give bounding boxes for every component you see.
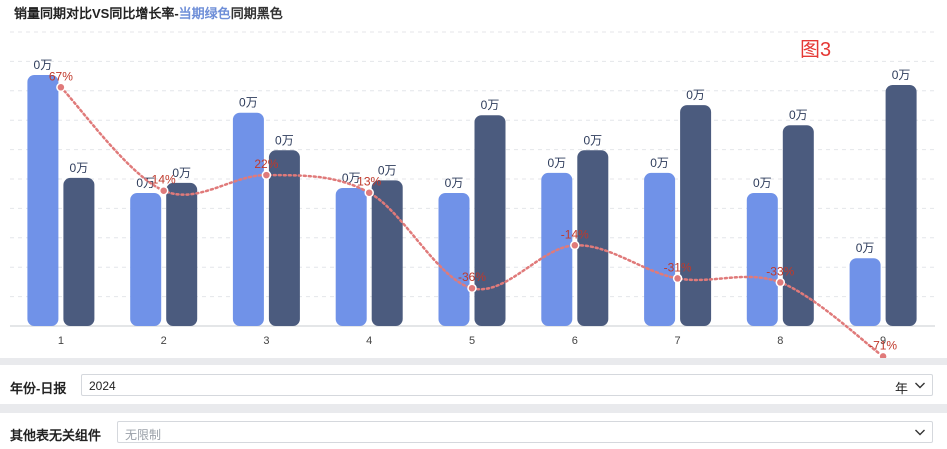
bar-prior xyxy=(268,150,300,326)
x-tick-label: 7 xyxy=(675,335,681,347)
bar-value-label: 0万 xyxy=(445,176,464,190)
bar-value-label: 0万 xyxy=(342,171,361,185)
bar-value-label: 0万 xyxy=(583,133,602,147)
growth-rate-point xyxy=(775,277,786,288)
growth-rate-label: 22% xyxy=(254,157,278,171)
sales-comparison-chart: 0万 0万 1 0万 0万 2 0万 0万 3 0万 0万 4 0万 0万 5 0万 0万 6 0万 0万 7 0万 0万 8… xyxy=(10,31,935,358)
bar-value-label: 0万 xyxy=(239,96,258,110)
bar-value-label: 0万 xyxy=(172,166,191,180)
filter-row-other: 其他表无关组件 无限制 xyxy=(0,413,947,449)
x-tick-label: 1 xyxy=(58,335,64,347)
growth-rate-point xyxy=(570,240,580,251)
x-tick-label: 5 xyxy=(469,335,475,347)
chevron-down-icon[interactable] xyxy=(914,426,926,438)
growth-rate-point xyxy=(672,273,683,284)
growth-rate-point xyxy=(364,187,374,198)
year-select[interactable]: 2024 年 xyxy=(81,374,933,396)
growth-rate-label: 13% xyxy=(357,175,381,189)
x-tick-label: 9 xyxy=(880,335,886,347)
growth-rate-label: -14% xyxy=(561,227,589,241)
bar-value-label: 0万 xyxy=(70,161,89,175)
bar-prior xyxy=(166,182,198,326)
divider xyxy=(0,404,947,413)
other-select-placeholder: 无限制 xyxy=(125,428,162,442)
bar-value-label: 0万 xyxy=(650,156,669,170)
growth-rate-point xyxy=(158,185,169,196)
filter-row-year: 年份-日报 2024 年 xyxy=(0,366,947,404)
x-tick-label: 4 xyxy=(366,335,372,347)
divider xyxy=(0,358,947,365)
growth-rate-label: -36% xyxy=(458,270,486,284)
bar-prior xyxy=(63,177,95,326)
bar-prior xyxy=(577,150,609,326)
growth-rate-label: -33% xyxy=(766,264,794,278)
bar-value-label: 0万 xyxy=(686,88,705,102)
x-tick-label: 8 xyxy=(777,335,783,347)
other-component-select[interactable]: 无限制 xyxy=(117,421,933,443)
chevron-down-icon[interactable] xyxy=(914,379,926,391)
chart-title-current-note: 当期绿色 xyxy=(178,6,231,21)
bar-prior xyxy=(885,85,917,326)
bar-value-label: 0万 xyxy=(753,176,772,190)
bar-current xyxy=(438,193,470,326)
growth-rate-point xyxy=(261,170,272,180)
bar-value-label: 0万 xyxy=(789,108,808,122)
bar-value-label: 0万 xyxy=(481,98,500,112)
growth-rate-point xyxy=(56,82,66,93)
bar-current xyxy=(27,75,59,326)
bar-value-label: 0万 xyxy=(378,163,397,177)
growth-rate-label: 14% xyxy=(152,173,176,187)
bar-current xyxy=(746,193,778,326)
chart-title-prior-note: 同期黑色 xyxy=(230,6,283,21)
bar-value-label: 0万 xyxy=(892,68,911,82)
bar-prior xyxy=(474,115,506,326)
bar-prior xyxy=(371,180,403,326)
bar-prior xyxy=(782,125,814,326)
bar-current xyxy=(644,172,676,326)
year-select-unit: 年 xyxy=(894,381,908,396)
bar-value-label: 0万 xyxy=(275,133,294,147)
figure-label: 图3 xyxy=(800,39,832,61)
x-tick-label: 3 xyxy=(263,335,269,347)
bar-value-label: 0万 xyxy=(547,156,566,170)
chart-title: 销量同期对比VS同比增长率-当期绿色同期黑色 xyxy=(14,3,283,22)
chart-panel: 销量同期对比VS同比增长率-当期绿色同期黑色 0万 0万 1 0万 0万 2 0万 0万 3 0万… xyxy=(10,3,935,358)
filter-label-year: 年份-日报 xyxy=(10,381,67,396)
growth-rate-point xyxy=(878,351,888,358)
chart-title-main: 销量同期对比VS同比增长率- xyxy=(14,6,179,21)
growth-rate-label: 67% xyxy=(49,69,73,83)
filter-label-other: 其他表无关组件 xyxy=(10,428,102,443)
bar-prior xyxy=(680,105,712,326)
bar-current xyxy=(232,112,264,326)
growth-rate-label: -71% xyxy=(869,338,897,352)
bar-current xyxy=(130,193,162,326)
x-tick-label: 2 xyxy=(161,335,167,347)
bar-value-label: 0万 xyxy=(34,58,53,72)
bar-current xyxy=(335,188,367,326)
bar-value-label: 0万 xyxy=(136,176,155,190)
bar-current xyxy=(849,258,881,326)
growth-rate-point xyxy=(467,283,477,293)
x-tick-label: 6 xyxy=(572,335,578,347)
year-select-value: 2024 xyxy=(89,379,116,393)
growth-rate-label: -31% xyxy=(664,260,692,274)
bar-value-label: 0万 xyxy=(856,241,875,255)
